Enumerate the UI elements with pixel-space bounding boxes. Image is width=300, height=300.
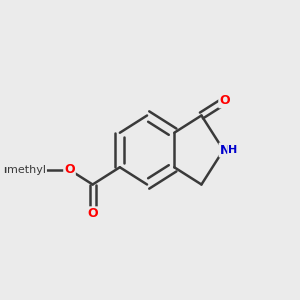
Text: methyl: methyl — [3, 165, 46, 175]
Text: O: O — [219, 94, 230, 107]
Text: H: H — [228, 145, 237, 155]
Text: O: O — [64, 163, 75, 176]
Text: N: N — [220, 143, 230, 157]
Text: O: O — [87, 207, 98, 220]
Text: methyl: methyl — [7, 165, 46, 175]
